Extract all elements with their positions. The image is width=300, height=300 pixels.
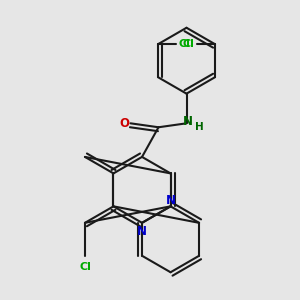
- Text: N: N: [183, 115, 193, 128]
- Text: Cl: Cl: [79, 262, 91, 272]
- Text: N: N: [166, 194, 176, 207]
- Text: H: H: [195, 122, 203, 132]
- Text: Cl: Cl: [178, 39, 190, 49]
- Text: Cl: Cl: [183, 39, 195, 49]
- Text: N: N: [137, 225, 147, 238]
- Text: O: O: [119, 117, 129, 130]
